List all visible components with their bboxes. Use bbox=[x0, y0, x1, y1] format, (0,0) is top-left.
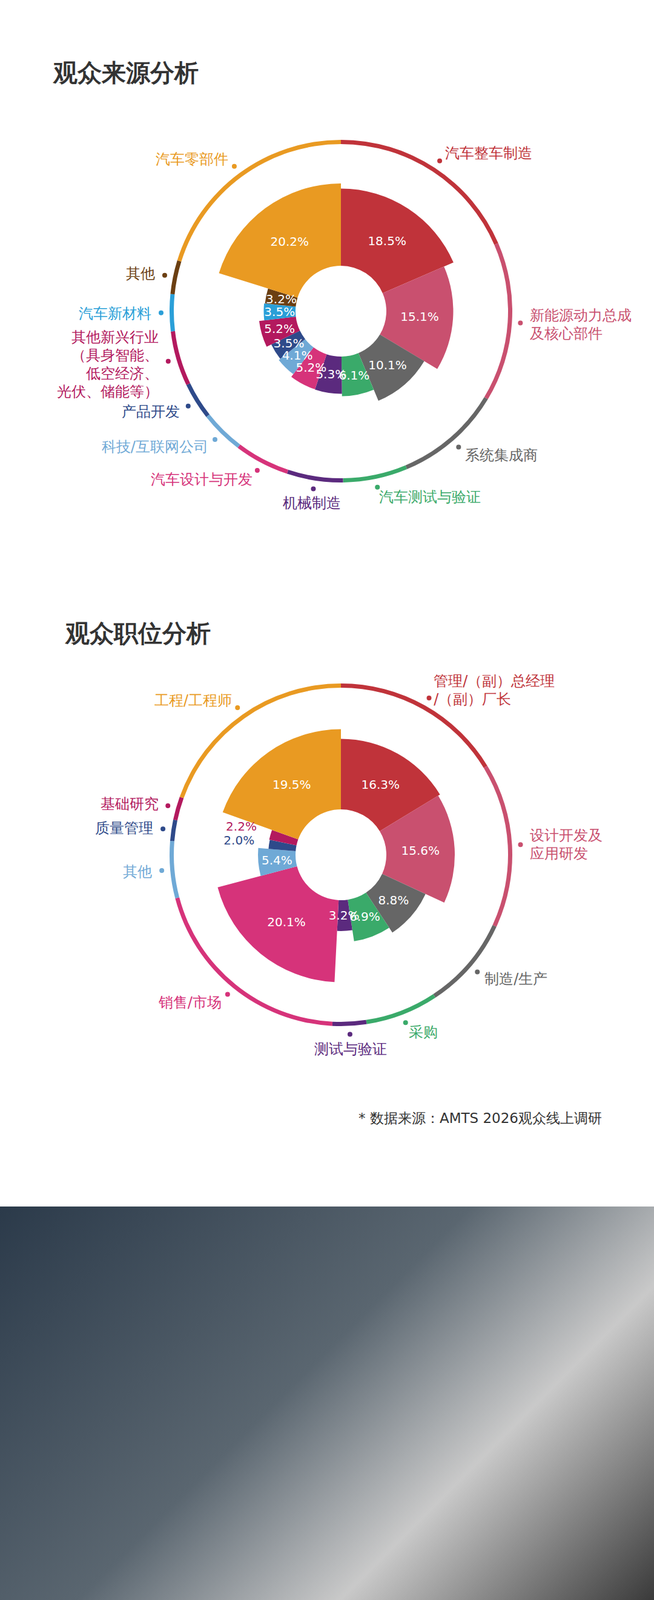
svg-text:8.8%: 8.8% bbox=[377, 893, 409, 908]
svg-text:6.9%: 6.9% bbox=[349, 909, 381, 925]
svg-text:销售/市场: 销售/市场 bbox=[158, 994, 222, 1012]
svg-text:3.5%: 3.5% bbox=[264, 304, 295, 320]
svg-text:制造/生产: 制造/生产 bbox=[484, 970, 548, 988]
svg-text:3.5%: 3.5% bbox=[273, 336, 305, 351]
svg-text:2.0%: 2.0% bbox=[223, 833, 255, 848]
svg-text:16.3%: 16.3% bbox=[361, 777, 401, 793]
svg-text:汽车整车制造: 汽车整车制造 bbox=[445, 144, 533, 162]
svg-text:10.1%: 10.1% bbox=[368, 357, 407, 373]
svg-text:4.1%: 4.1% bbox=[281, 348, 313, 363]
svg-text:6.1%: 6.1% bbox=[338, 367, 370, 383]
svg-text:5.2%: 5.2% bbox=[295, 360, 327, 376]
svg-text:20.1%: 20.1% bbox=[267, 914, 306, 930]
html-text:观众来源分析: 观众来源分析 bbox=[53, 58, 199, 87]
svg-text:基础研究: 基础研究 bbox=[100, 795, 159, 813]
html-text:* 数据来源：AMTS 2026观众线上调研: * 数据来源：AMTS 2026观众线上调研 bbox=[358, 1110, 602, 1127]
svg-text:15.1%: 15.1% bbox=[400, 309, 440, 324]
svg-text:19.5%: 19.5% bbox=[272, 777, 312, 793]
svg-text:汽车设计与开发: 汽车设计与开发 bbox=[150, 471, 253, 489]
svg-text:测试与验证: 测试与验证 bbox=[314, 1040, 387, 1058]
svg-text:汽车新材料: 汽车新材料 bbox=[78, 305, 152, 323]
svg-text:管理/（副）总经理/（副）厂长: 管理/（副）总经理/（副）厂长 bbox=[433, 672, 555, 708]
svg-text:5.4%: 5.4% bbox=[261, 853, 293, 868]
svg-text:机械制造: 机械制造 bbox=[282, 494, 341, 512]
svg-text:汽车零部件: 汽车零部件 bbox=[155, 150, 229, 168]
svg-text:3.2%: 3.2% bbox=[328, 908, 360, 923]
svg-text:15.6%: 15.6% bbox=[401, 843, 441, 859]
svg-text:18.5%: 18.5% bbox=[367, 233, 407, 249]
svg-text:新能源动力总成及核心部件: 新能源动力总成及核心部件 bbox=[529, 307, 632, 343]
html-text:观众职位分析: 观众职位分析 bbox=[65, 619, 211, 648]
svg-text:系统集成商: 系统集成商 bbox=[465, 446, 538, 464]
svg-text:5.3%: 5.3% bbox=[315, 367, 347, 382]
svg-text:科技/互联网公司: 科技/互联网公司 bbox=[101, 438, 209, 456]
svg-text:5.2%: 5.2% bbox=[264, 321, 295, 337]
svg-text:3.2%: 3.2% bbox=[265, 291, 297, 307]
svg-text:其他: 其他 bbox=[125, 265, 156, 283]
svg-text:产品开发: 产品开发 bbox=[121, 403, 180, 421]
svg-text:其他新兴行业（具身智能、低空经济、光伏、储能等）: 其他新兴行业（具身智能、低空经济、光伏、储能等） bbox=[56, 328, 159, 401]
svg-text:2.2%: 2.2% bbox=[225, 819, 257, 834]
svg-text:设计开发及应用研发: 设计开发及应用研发 bbox=[529, 827, 603, 863]
svg-text:工程/工程师: 工程/工程师 bbox=[154, 692, 232, 710]
svg-text:汽车测试与验证: 汽车测试与验证 bbox=[379, 488, 481, 506]
svg-text:其他: 其他 bbox=[122, 863, 152, 881]
svg-text:采购: 采购 bbox=[408, 1023, 438, 1041]
svg-text:质量管理: 质量管理 bbox=[95, 819, 154, 837]
svg-text:20.2%: 20.2% bbox=[270, 234, 309, 249]
